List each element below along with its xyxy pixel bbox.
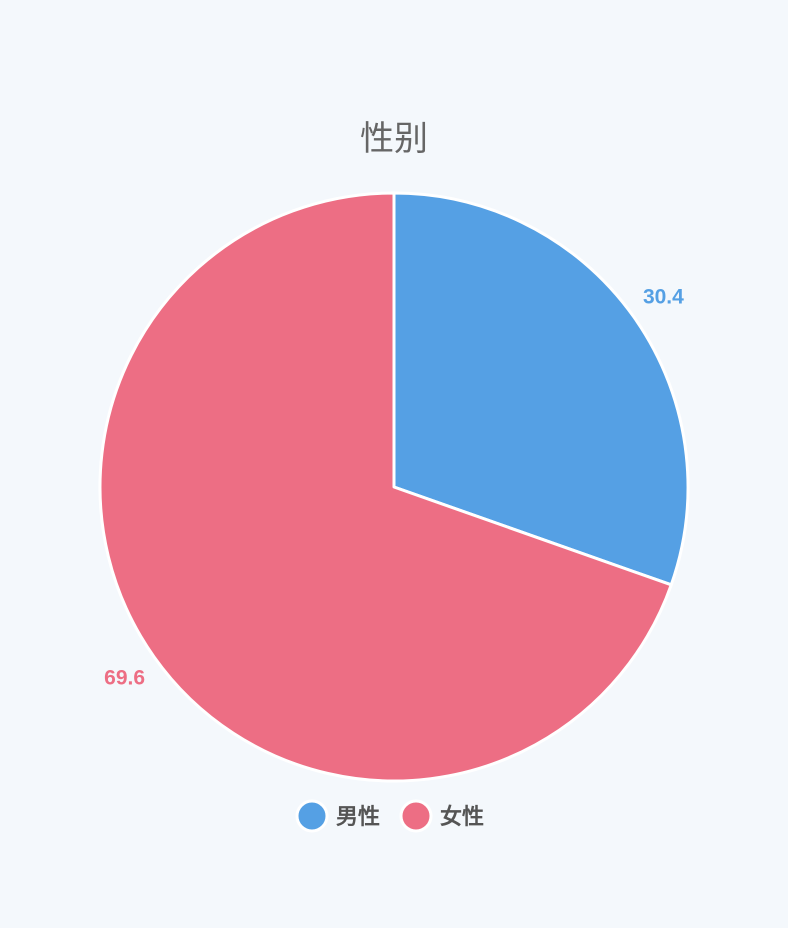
chart-title: 性别	[360, 119, 428, 159]
legend-item-1[interactable]: 男性	[295, 799, 380, 833]
data-label-slice-2: 69.6	[104, 667, 145, 690]
legend-swatch-2	[399, 799, 433, 833]
data-label-slice-1: 30.4	[643, 285, 684, 308]
pie-data-labels: 30.4 69.6	[104, 285, 684, 689]
pie-slice-1[interactable]	[392, 191, 690, 587]
pie-slice-2[interactable]	[98, 191, 673, 783]
legend-label-1: 男性	[336, 805, 380, 830]
legend-label-2: 女性	[440, 804, 484, 830]
legend-item-2[interactable]: 女性	[399, 799, 484, 833]
chart-legend: 男性 女性	[295, 799, 484, 833]
pie-slices	[98, 191, 690, 783]
legend-swatch-1	[295, 799, 329, 833]
